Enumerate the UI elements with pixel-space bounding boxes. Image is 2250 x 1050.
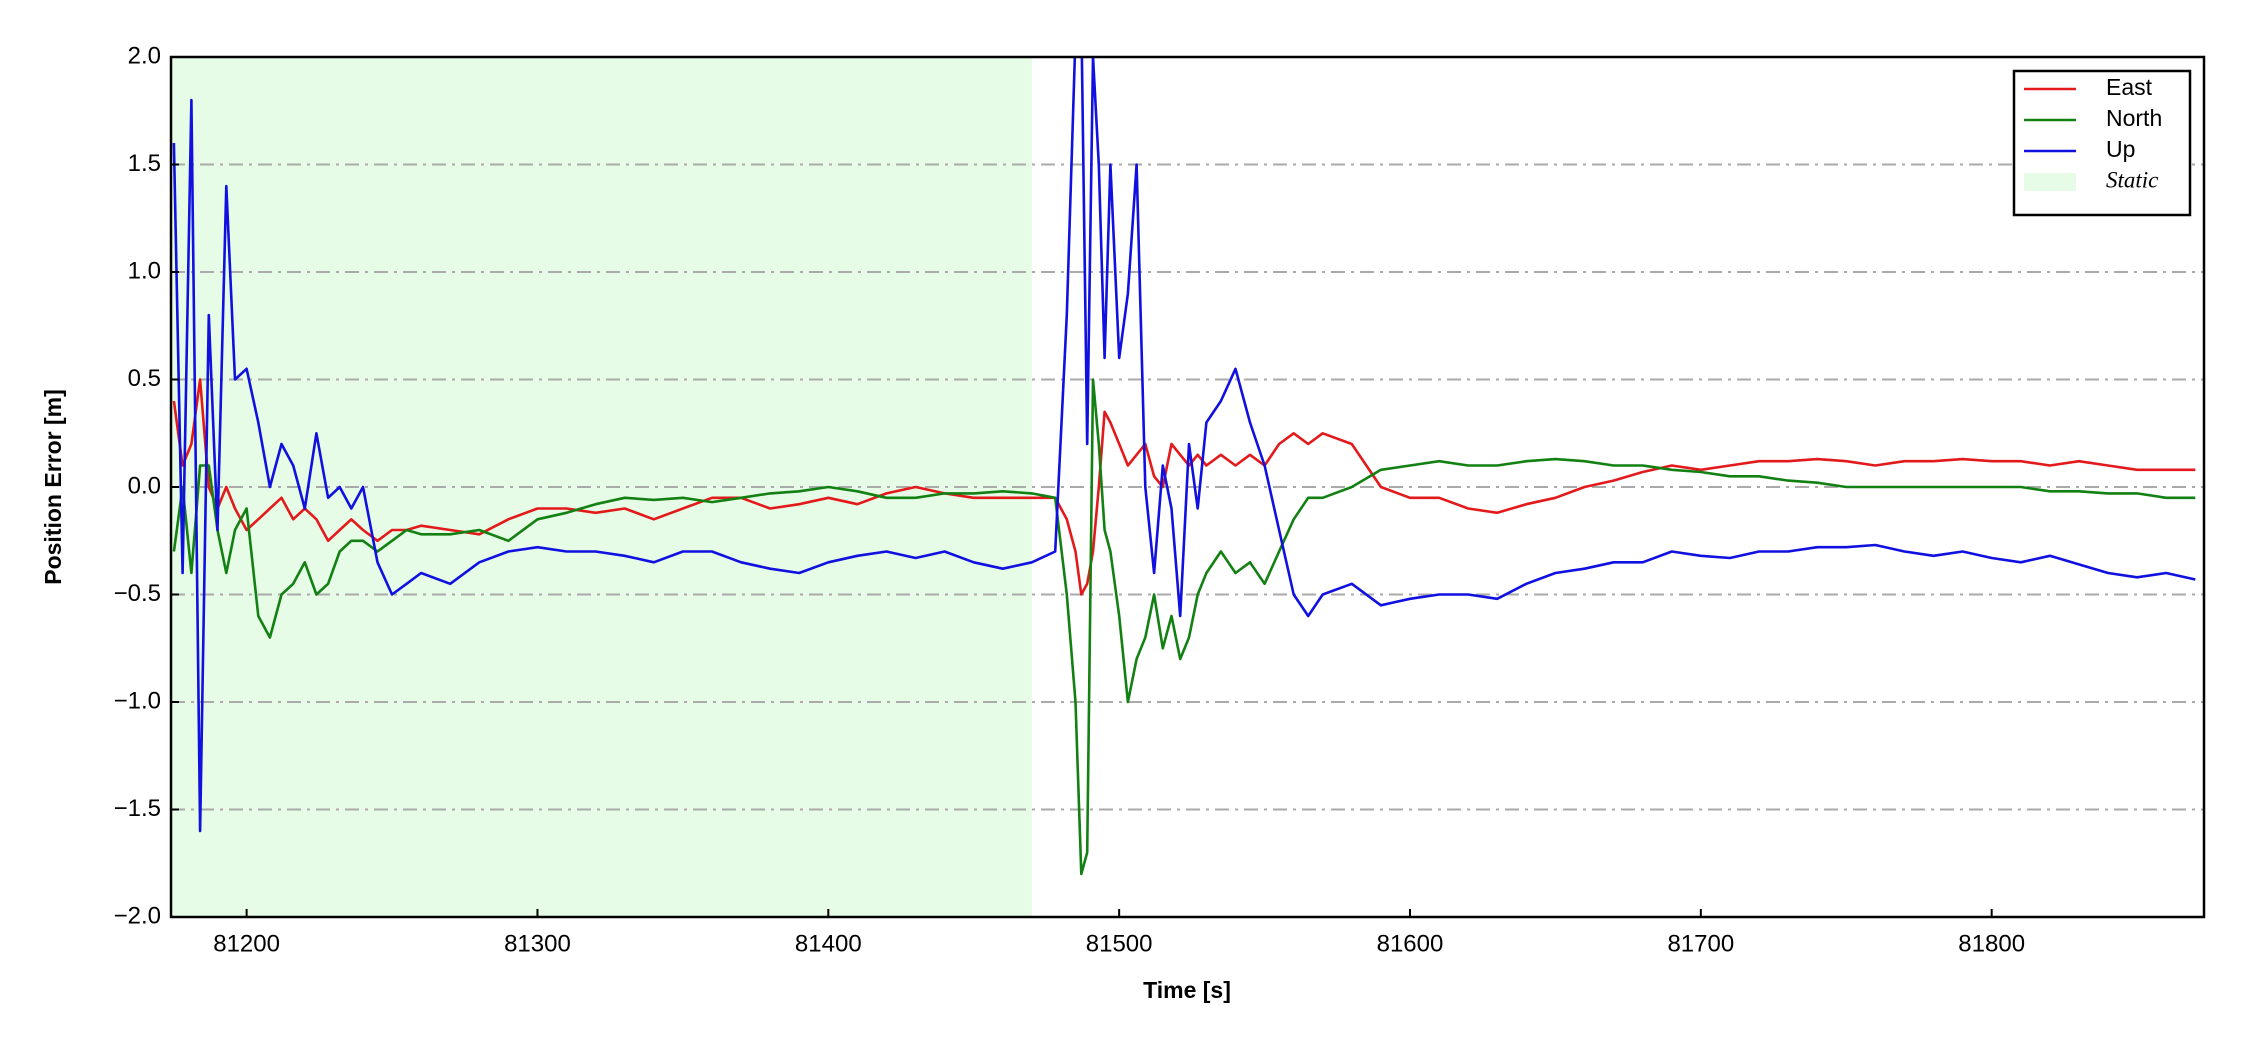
series-line	[172, 378, 2196, 876]
y-tick-label: −2.0	[114, 902, 161, 929]
legend-swatch	[2024, 173, 2076, 191]
y-tick-label: 0.0	[128, 472, 161, 499]
y-tick-label: 0.5	[128, 365, 161, 392]
legend-label: East	[2106, 74, 2153, 100]
x-tick-label: 81500	[1086, 930, 1153, 957]
axes: −2.0 −1.5 −1.0 −0.5 0.0 0.5 1.0 1.5 2.0 81200 8130…	[114, 42, 2025, 957]
legend: East North Up Static	[2012, 69, 2192, 217]
legend-box	[2012, 69, 2192, 217]
x-tick-label: 81800	[1958, 930, 2025, 957]
y-tick-label: 2.0	[128, 42, 161, 69]
y-tick-label: −1.5	[114, 795, 161, 822]
series-line	[172, 57, 2196, 833]
x-axis-label: Time [s]	[1143, 977, 1231, 1003]
x-tick-label: 81300	[504, 930, 571, 957]
x-tick-label: 81600	[1377, 930, 1444, 957]
legend-label: Static	[2106, 167, 2158, 192]
lines	[172, 57, 2196, 876]
series-line	[172, 378, 2196, 596]
y-tick-label: −1.0	[114, 687, 161, 714]
y-tick-label: 1.0	[128, 257, 161, 284]
legend-label: North	[2106, 105, 2162, 131]
y-tick-label: 1.5	[128, 150, 161, 177]
y-axis-label: Position Error [m]	[40, 389, 66, 585]
y-tick-label: −0.5	[114, 580, 161, 607]
x-tick-label: 81200	[213, 930, 280, 957]
x-tick-label: 81700	[1667, 930, 1734, 957]
legend-label: Up	[2106, 136, 2135, 162]
x-tick-label: 81400	[795, 930, 862, 957]
